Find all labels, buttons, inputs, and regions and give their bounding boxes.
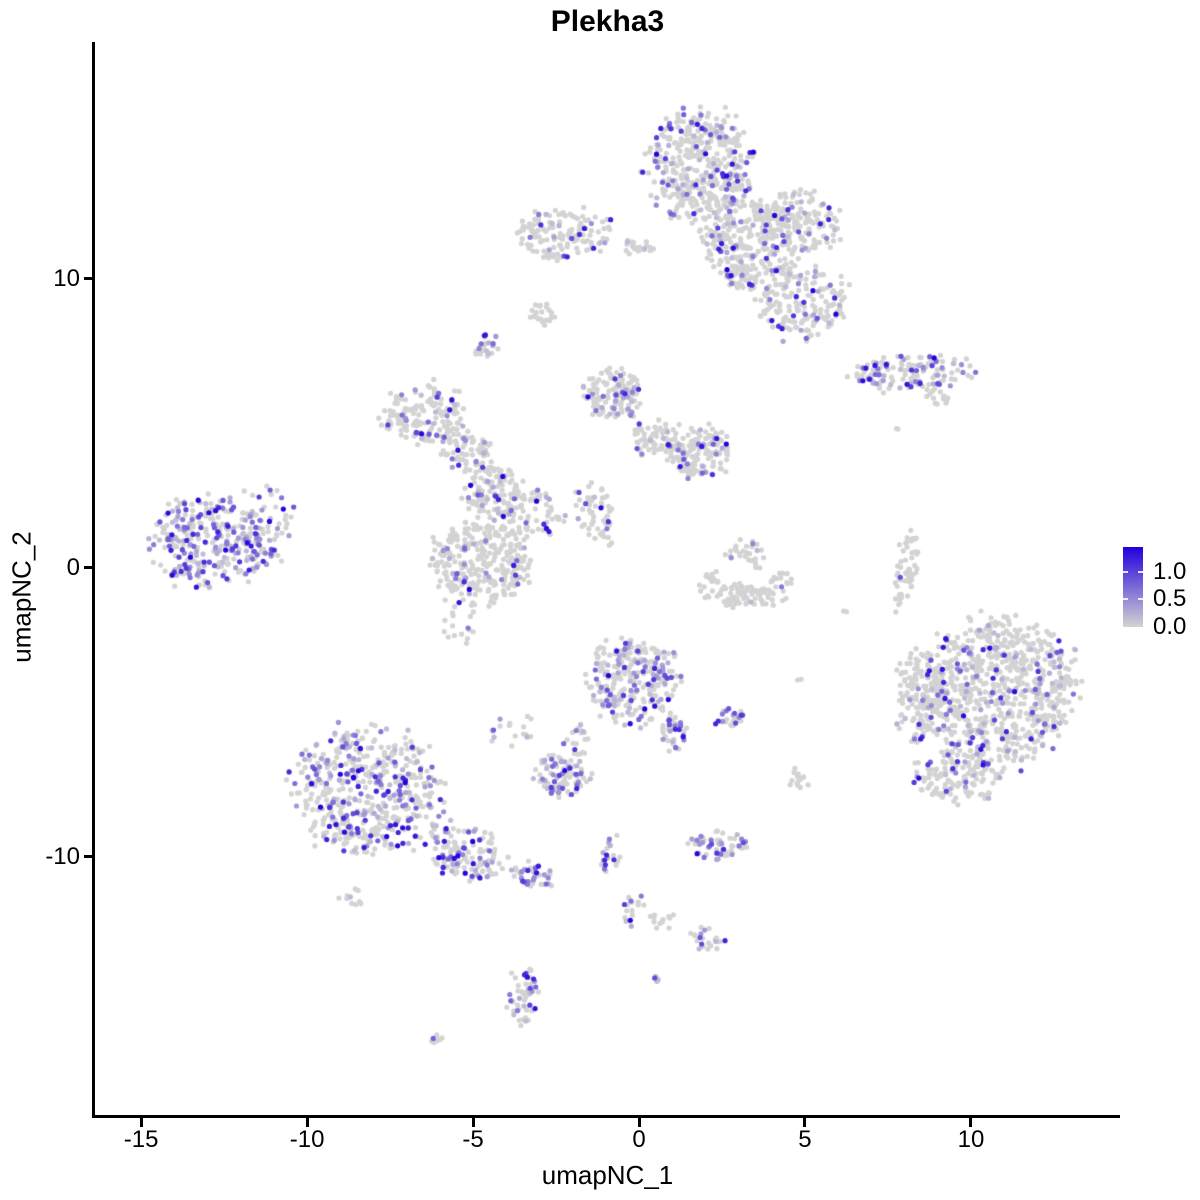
y-tick-label: -10 xyxy=(45,842,80,870)
y-tick-label: 10 xyxy=(53,264,80,292)
x-axis-line xyxy=(92,1115,1120,1118)
legend-break-label: 0.5 xyxy=(1153,585,1187,613)
umap-scatter-canvas xyxy=(95,42,1120,1115)
x-tick-label: 0 xyxy=(632,1126,646,1153)
colorbar-tick xyxy=(1123,598,1128,601)
x-tick-label: -15 xyxy=(123,1126,159,1153)
colorbar-tick xyxy=(1123,570,1128,573)
x-tick-mark xyxy=(305,1118,309,1127)
y-tick-mark xyxy=(84,855,93,859)
legend-break-label: 1.0 xyxy=(1153,557,1187,585)
legend-break-label: 0.0 xyxy=(1153,613,1187,640)
x-tick-label: 5 xyxy=(798,1126,812,1153)
colorbar-tick xyxy=(1138,570,1143,573)
y-axis-line xyxy=(92,42,95,1118)
x-axis-title: umapNC_1 xyxy=(541,1160,674,1190)
plot-title: Plekha3 xyxy=(550,5,665,38)
x-tick-mark xyxy=(637,1118,641,1127)
y-tick-mark xyxy=(84,566,93,570)
x-tick-mark xyxy=(471,1118,475,1127)
colorbar-gradient xyxy=(1123,547,1143,627)
y-tick-label: 0 xyxy=(66,553,80,581)
y-tick-mark xyxy=(84,277,93,281)
x-tick-label: 10 xyxy=(957,1126,985,1153)
legend-colorbar: 1.0 0.5 0.0 xyxy=(1123,547,1200,640)
x-tick-mark xyxy=(803,1118,807,1127)
y-axis-title: umapNC_2 xyxy=(6,531,37,663)
x-tick-mark xyxy=(139,1118,143,1127)
x-tick-label: -10 xyxy=(289,1126,325,1153)
x-tick-mark xyxy=(969,1118,973,1127)
x-tick-label: -5 xyxy=(462,1126,484,1153)
colorbar-tick xyxy=(1138,598,1143,601)
